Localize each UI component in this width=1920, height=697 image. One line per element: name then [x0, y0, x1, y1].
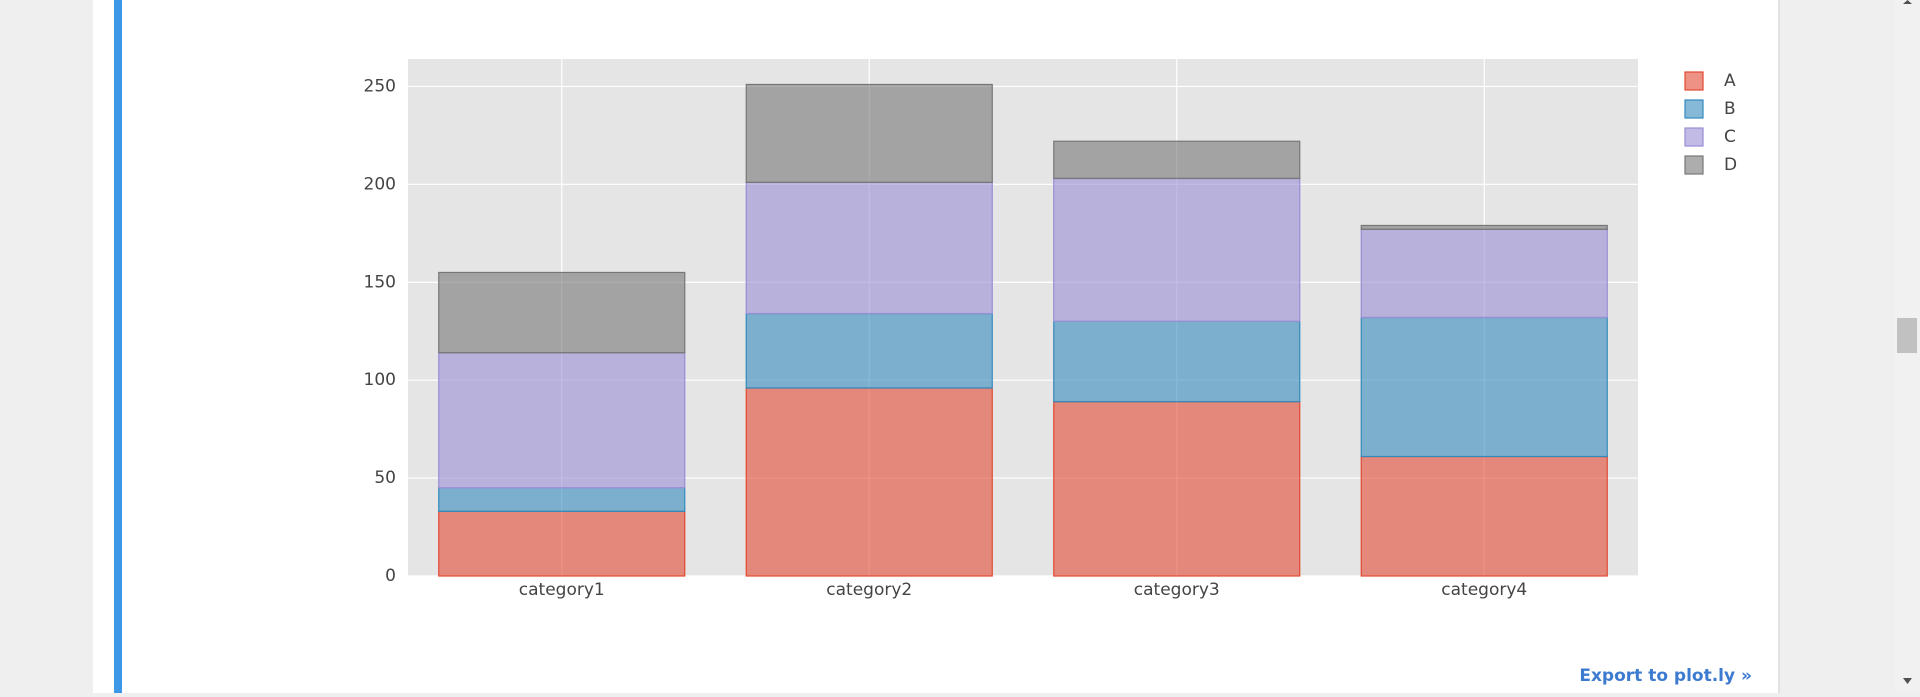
bar-segment	[745, 387, 993, 577]
legend-swatch	[1684, 99, 1704, 119]
plot: 0 50 100 150 200 250 category1 category2 categor…	[364, 59, 1737, 600]
y-tick-label: 50	[374, 468, 396, 488]
legend-label: C	[1724, 127, 1736, 147]
export-link[interactable]: Export to plot.ly »	[1579, 666, 1752, 686]
y-tick-label: 150	[364, 272, 396, 292]
x-tick-label: category4	[1441, 580, 1527, 600]
bar-segment	[1053, 177, 1301, 323]
legend-swatch	[1684, 155, 1704, 175]
bar-segment	[438, 510, 686, 577]
y-tick-label: 100	[364, 370, 396, 390]
bar-segment	[1053, 401, 1301, 577]
legend-label: A	[1724, 71, 1736, 91]
x-tick-label: category1	[519, 580, 605, 600]
legend-swatch	[1684, 127, 1704, 147]
legend-label: D	[1724, 155, 1737, 175]
bar-segment	[1360, 316, 1608, 458]
legend-label: B	[1724, 99, 1736, 119]
bar-segment	[745, 83, 993, 183]
bar-segment	[745, 181, 993, 315]
bar-segment	[1360, 228, 1608, 319]
y-tick-label: 200	[364, 174, 396, 194]
x-tick-label: category2	[826, 580, 912, 600]
bar-segment	[1360, 455, 1608, 577]
bar-segment	[438, 487, 686, 512]
y-tick-label: 250	[364, 76, 396, 96]
bar-segment	[1360, 224, 1608, 230]
bar-segment	[745, 312, 993, 389]
accent-bar	[114, 0, 122, 693]
bar-segment	[438, 352, 686, 489]
panel-edge	[1778, 0, 1780, 693]
bar-segment	[438, 271, 686, 354]
bar-segment	[1053, 320, 1301, 403]
y-tick-label: 0	[385, 566, 396, 586]
bar-segment	[1053, 140, 1301, 180]
legend-swatch	[1684, 71, 1704, 91]
x-tick-label: category3	[1134, 580, 1220, 600]
scrollbar-thumb[interactable]	[1897, 318, 1917, 353]
